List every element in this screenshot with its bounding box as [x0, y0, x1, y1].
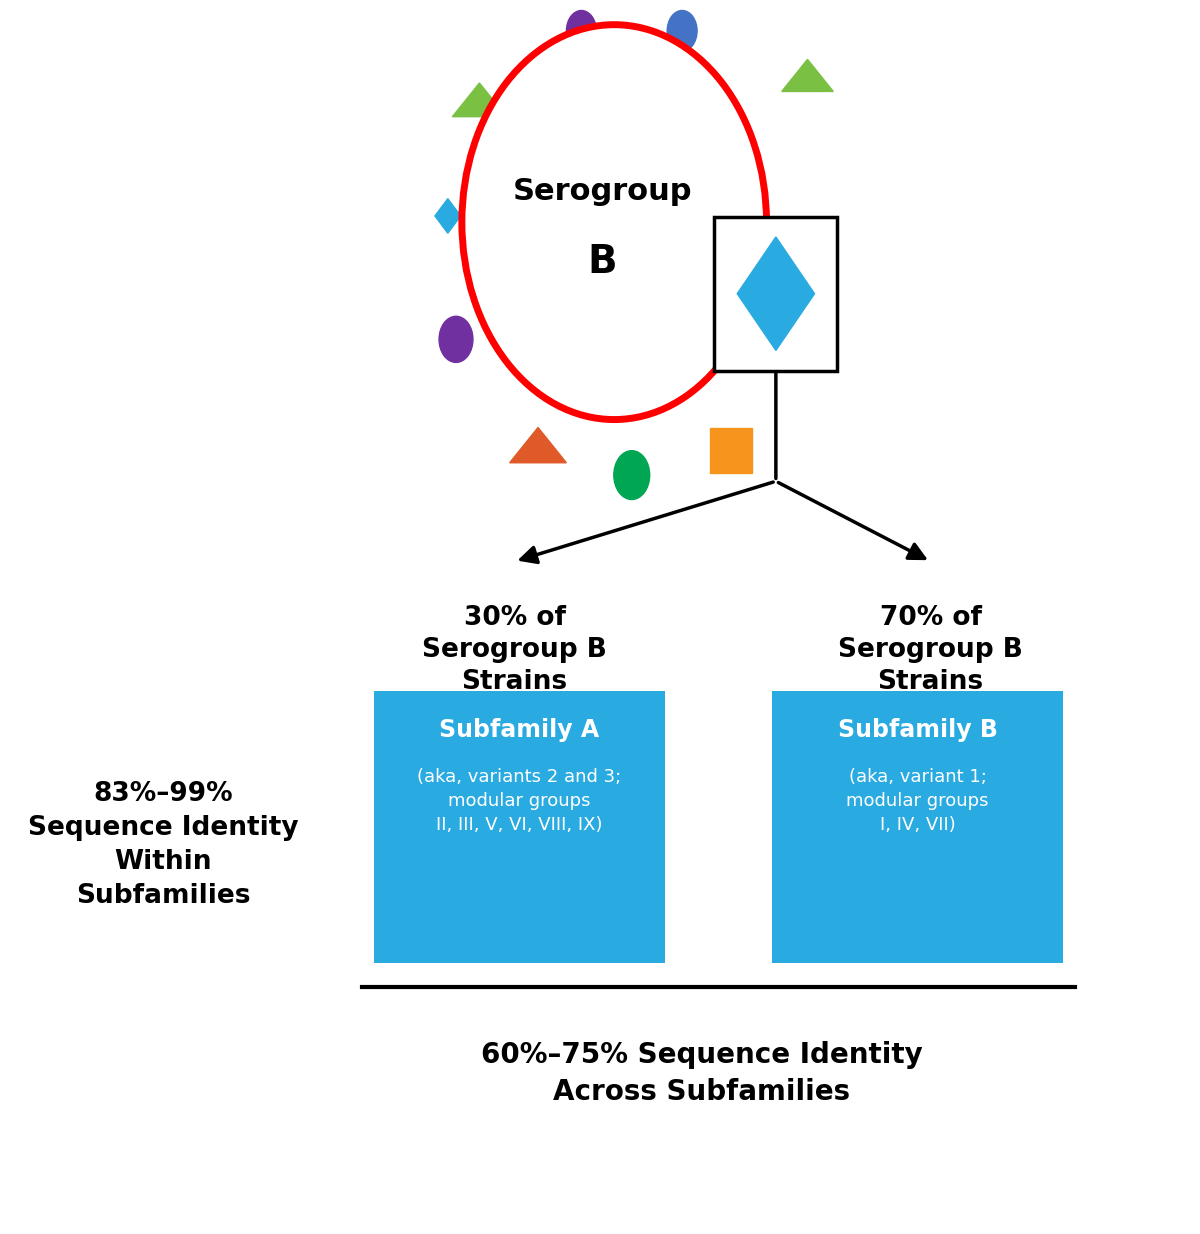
Text: (aka, variant 1;
modular groups
I, IV, VII): (aka, variant 1; modular groups I, IV, V…: [846, 768, 989, 834]
Polygon shape: [737, 237, 815, 350]
Text: 60%–75% Sequence Identity
Across Subfamilies: 60%–75% Sequence Identity Across Subfami…: [481, 1041, 923, 1106]
Ellipse shape: [566, 11, 596, 52]
Text: Subfamily A: Subfamily A: [439, 718, 599, 742]
Text: Subfamily B: Subfamily B: [838, 718, 997, 742]
Polygon shape: [452, 83, 506, 117]
Text: (aka, variants 2 and 3;
modular groups
II, III, V, VI, VIII, IX): (aka, variants 2 and 3; modular groups I…: [418, 768, 622, 834]
Text: Serogroup: Serogroup: [512, 176, 692, 206]
Ellipse shape: [439, 316, 473, 363]
Text: 30% of
Serogroup B
Strains: 30% of Serogroup B Strains: [422, 605, 607, 695]
Text: 70% of
Serogroup B
Strains: 70% of Serogroup B Strains: [838, 605, 1022, 695]
Polygon shape: [434, 199, 461, 233]
Bar: [714, 217, 838, 370]
Polygon shape: [781, 59, 833, 91]
Bar: [773, 691, 1063, 963]
Polygon shape: [510, 427, 566, 463]
Bar: [710, 428, 752, 473]
Bar: [374, 691, 665, 963]
Ellipse shape: [462, 25, 767, 420]
Ellipse shape: [614, 450, 649, 500]
Text: B: B: [588, 243, 617, 280]
Ellipse shape: [667, 11, 697, 52]
Text: 83%–99%
Sequence Identity
Within
Subfamilies: 83%–99% Sequence Identity Within Subfami…: [28, 781, 299, 909]
